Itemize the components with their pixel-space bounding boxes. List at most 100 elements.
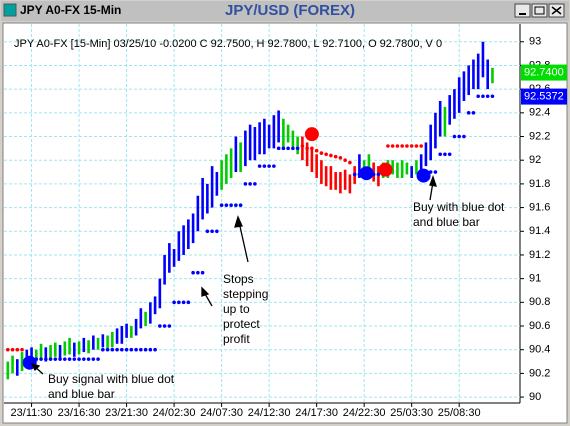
stop-dot — [476, 94, 480, 99]
annotation: and blue bar — [48, 387, 115, 401]
stop-dot — [77, 357, 81, 361]
stop-dot — [205, 229, 210, 234]
stop-dot — [253, 182, 257, 186]
stop-dot — [238, 203, 243, 208]
stop-dot — [234, 203, 238, 208]
stop-dot — [414, 144, 419, 148]
y-tick-label: 90 — [529, 391, 541, 403]
stop-dot — [224, 203, 229, 208]
stop-dot — [15, 347, 20, 352]
stop-dot — [120, 347, 124, 352]
stop-dot — [409, 144, 414, 148]
stop-dot — [248, 182, 252, 186]
stop-dot — [172, 300, 176, 305]
x-tick-label: 25/08:30 — [438, 407, 481, 419]
x-tick-label: 24/17:30 — [295, 407, 338, 419]
stop-dot — [471, 111, 476, 115]
stop-dot — [447, 152, 452, 157]
stop-dot — [10, 347, 15, 352]
stop-dot — [314, 148, 319, 153]
stop-dot — [129, 347, 134, 352]
stop-dot — [291, 146, 295, 151]
stop-dot — [148, 347, 153, 352]
maximize-button[interactable] — [531, 3, 548, 18]
x-tick-label: 23/16:30 — [58, 407, 101, 419]
stop-dot — [58, 357, 62, 361]
y-tick-label: 92 — [529, 154, 541, 166]
stop-dot — [110, 347, 115, 352]
stop-dot — [158, 324, 162, 328]
x-tick-label: 23/11:30 — [11, 407, 53, 419]
arrow-head — [30, 362, 41, 372]
window-buttons[interactable] — [514, 3, 565, 18]
chart-subtitle: JPY A0-FX [15-Min] 03/25/10 -0.0200 C 92… — [14, 38, 442, 50]
stop-dot — [352, 172, 357, 177]
chart-panel — [2, 22, 568, 424]
stop-dot — [300, 144, 305, 148]
minimize-button[interactable] — [514, 3, 531, 18]
stop-dot — [305, 146, 309, 151]
y-tick-label: 91.2 — [529, 249, 550, 261]
stop-dot — [82, 357, 86, 361]
stop-dot — [490, 94, 495, 99]
stop-dot — [466, 111, 471, 115]
stop-dot — [101, 347, 105, 352]
stop-dot — [20, 347, 24, 352]
annotation: up to — [223, 302, 250, 316]
signal-dot — [359, 166, 374, 181]
stop-dot — [257, 164, 262, 168]
stop-dot — [177, 300, 181, 305]
stop-dot — [219, 203, 224, 208]
stop-dot — [481, 94, 485, 99]
stop-dot — [229, 203, 233, 208]
stop-dot — [443, 152, 447, 157]
stop-dot — [39, 357, 43, 361]
y-tick-label: 91 — [529, 273, 541, 285]
y-tick-label: 90.2 — [529, 367, 550, 379]
stop-dot — [186, 300, 191, 305]
stop-dot — [96, 357, 100, 361]
stop-dot — [63, 357, 67, 361]
stop-dot — [267, 164, 271, 168]
stop-dot — [457, 134, 461, 139]
stop-dot — [105, 347, 110, 352]
stop-dot — [181, 300, 186, 305]
stop-dot — [329, 153, 333, 158]
price-label-box — [521, 88, 567, 105]
plot: 90 90.2 90.4 90.6 90.8 91 91.2 91.4 91.6 91.8 92 92… — [4, 24, 567, 419]
stop-dot — [295, 146, 300, 151]
stop-dot — [162, 324, 167, 328]
stop-dot — [400, 144, 404, 148]
annotation: protect — [223, 317, 260, 331]
price-label: 92.7400 — [524, 66, 564, 78]
maximize-icon — [534, 6, 545, 15]
y-tick-label: 90.6 — [529, 320, 550, 332]
stop-dot — [485, 94, 490, 99]
x-tick-label: 23/21:30 — [105, 407, 148, 419]
x-tick-label: 24/22:30 — [343, 407, 386, 419]
stop-dot — [395, 144, 400, 148]
stop-dot — [191, 270, 195, 275]
annotation: Stops — [223, 272, 254, 286]
stop-dot — [348, 160, 352, 165]
stop-dot — [310, 146, 314, 151]
arrow-head — [201, 286, 210, 297]
arrow — [238, 221, 249, 263]
window-title: JPY A0-FX 15-Min — [20, 3, 121, 17]
stop-dot — [243, 182, 248, 186]
y-tick-label: 91.8 — [529, 178, 550, 190]
x-tick-label: 24/02:30 — [153, 407, 196, 419]
stop-dot — [196, 270, 200, 275]
arrows — [30, 175, 437, 375]
x-tick-label: 24/07:30 — [200, 407, 243, 419]
stop-dot — [438, 152, 442, 157]
y-tick-label: 92.4 — [529, 107, 550, 119]
stop-dot — [419, 144, 423, 148]
stop-dot — [376, 172, 381, 177]
stop-dot — [200, 270, 205, 275]
window-icon — [3, 3, 17, 17]
stop-dot — [215, 229, 219, 234]
annotation: stepping — [223, 287, 268, 301]
arrow-head — [429, 175, 437, 187]
annotation: and blue bar — [413, 215, 480, 229]
